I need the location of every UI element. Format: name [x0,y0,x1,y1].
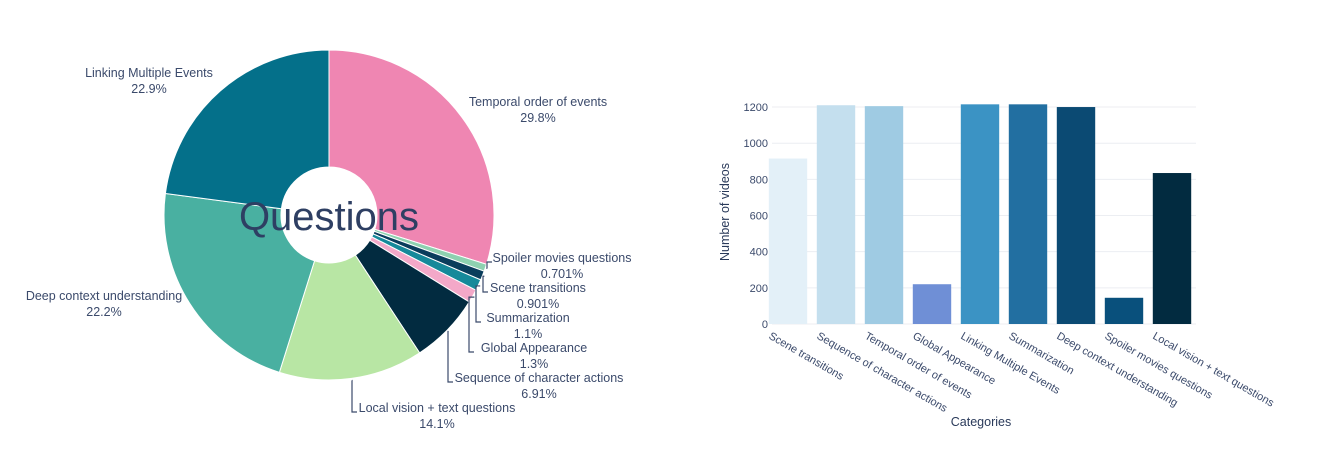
bar-y-tick-label: 800 [750,174,768,186]
donut-slice-percent: 22.2% [86,305,121,319]
donut-labels: Temporal order of events 29.8% Spoiler mov… [26,66,632,431]
bar [816,105,856,325]
bar [912,284,952,324]
donut-leader-line [475,285,481,323]
donut-slice-label: Summarization [486,311,569,325]
donut-slice-percent: 0.901% [517,297,559,311]
bar-y-tick-label: 200 [750,283,768,295]
bar-bars [768,104,1192,325]
bar-y-axis-title: Number of videos [718,163,732,261]
donut-slice [328,49,495,265]
bar-y-tick-label: 1000 [744,138,768,150]
bar [1152,173,1192,324]
donut-slice-percent: 14.1% [419,417,454,431]
donut-slice-percent: 1.3% [520,357,549,371]
bar-y-tick-label: 1200 [744,102,768,114]
donut-slice-label: Sequence of character actions [455,371,624,385]
bar-x-axis-title: Categories [951,415,1011,429]
bar-y-tick-labels: 0 200 400 600 800 1000 1200 [744,102,768,331]
donut-slice [163,192,316,373]
bar-y-tick-label: 600 [750,211,768,223]
donut-leader-lines [351,261,492,413]
bar [1104,297,1144,324]
donut-center-title: Questions [239,195,419,239]
bar-y-tick-label: 400 [750,247,768,259]
bar [1008,104,1048,324]
donut-slice [278,254,421,381]
donut-leader-line [351,379,357,413]
donut-chart: Temporal order of events 29.8% Spoiler mov… [26,49,632,431]
donut-slice-label: Linking Multiple Events [85,66,213,80]
donut-slice-label: Spoiler movies questions [493,251,632,265]
donut-slice-label: Deep context understanding [26,289,182,303]
bar [768,158,808,324]
donut-slice [164,49,330,210]
donut-leader-line [447,330,453,383]
donut-slice-percent: 1.1% [514,327,543,341]
donut-slice-label: Temporal order of events [469,95,607,109]
donut-slice-label: Scene transitions [490,281,586,295]
donut-slice-label: Local vision + text questions [359,401,516,415]
donut-leader-line [482,275,488,293]
donut-slice-percent: 0.701% [541,267,583,281]
bar-chart: 0 200 400 600 800 1000 1200 Scene transitionsS… [718,102,1276,429]
donut-slices [163,49,495,381]
donut-slice-label: Global Appearance [481,341,587,355]
donut-slice-percent: 6.91% [521,387,556,401]
donut-slice-percent: 22.9% [131,82,166,96]
donut-slice-percent: 29.8% [520,111,555,125]
bar [864,106,904,324]
bar [1056,107,1096,324]
bar [960,104,1000,324]
bar-y-tick-label: 0 [762,319,768,331]
donut-leader-line [486,261,492,269]
donut-leader-line [468,296,475,353]
